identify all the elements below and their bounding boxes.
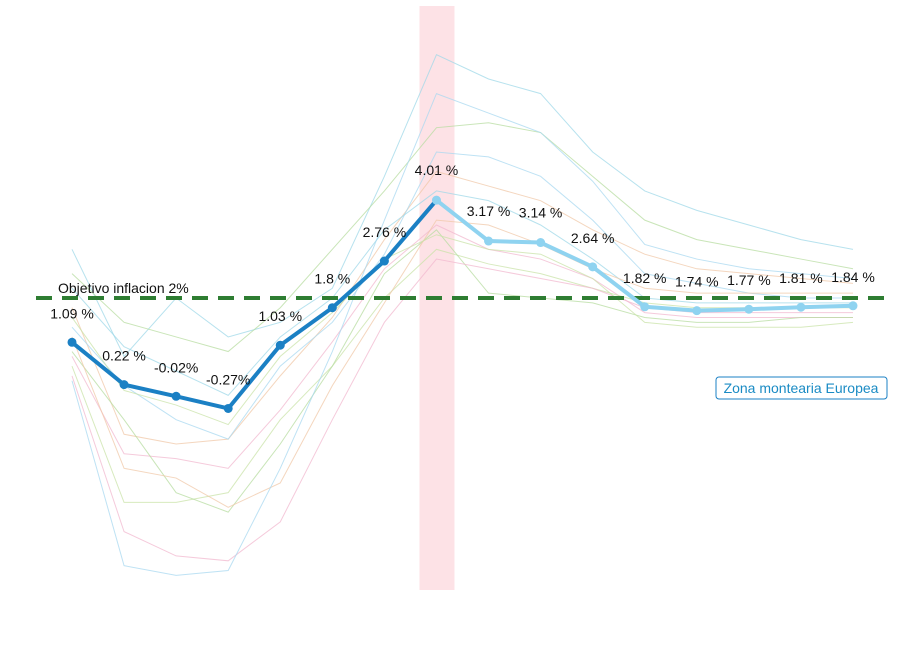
point-labels: 1.09 % 0.22 % -0.02% -0.27% 1.03 % 1.8 % 2.76 …	[50, 162, 875, 387]
data-label: 1.84 %	[831, 269, 875, 285]
data-label: 0.22 %	[102, 348, 146, 364]
data-label: 1.09 %	[50, 305, 94, 321]
data-label: 4.01 %	[415, 162, 459, 178]
data-label: 1.77 %	[727, 272, 771, 288]
data-point	[379, 256, 389, 266]
data-label: -0.27%	[206, 371, 250, 387]
data-label: 1.03 %	[258, 308, 302, 324]
legend-box	[715, 376, 888, 400]
data-label: 1.81 %	[779, 270, 823, 286]
data-label: 3.17 %	[467, 203, 511, 219]
legend: Zona montearia Europea	[715, 376, 888, 400]
data-label: -0.02%	[154, 359, 198, 375]
background-line	[71, 224, 853, 469]
data-label: 1.82 %	[623, 270, 667, 286]
data-label: 3.14 %	[519, 205, 563, 221]
background-line	[71, 122, 854, 353]
data-point	[431, 195, 441, 205]
data-point	[171, 391, 181, 401]
data-label: 1.74 %	[675, 274, 719, 290]
data-label: 2.76 %	[363, 224, 407, 240]
background-line	[71, 92, 854, 576]
background-series-lines	[71, 53, 854, 576]
data-label: 1.8 %	[314, 271, 350, 287]
historical-line	[70, 198, 438, 411]
data-point	[640, 302, 650, 312]
data-point	[848, 301, 858, 311]
data-point	[796, 302, 806, 312]
data-point	[536, 238, 546, 248]
data-point	[275, 340, 285, 350]
data-point	[223, 403, 233, 413]
background-line	[71, 53, 854, 358]
target-label: Objetivo inflacion 2%	[58, 280, 189, 296]
background-line	[71, 151, 853, 440]
data-point	[67, 337, 77, 347]
data-point	[588, 262, 598, 272]
background-line	[71, 170, 854, 445]
legend-label: Zona montearia Europea	[724, 380, 879, 396]
data-point	[327, 303, 337, 313]
data-point	[119, 380, 129, 390]
background-line	[71, 229, 853, 513]
data-point	[744, 304, 754, 314]
data-point	[692, 306, 702, 316]
data-point	[484, 236, 494, 246]
background-line	[71, 190, 853, 396]
background-line	[71, 248, 853, 503]
data-label: 2.64 %	[571, 230, 615, 246]
background-line	[71, 234, 854, 426]
main-series	[67, 195, 858, 413]
background-line	[71, 258, 853, 562]
